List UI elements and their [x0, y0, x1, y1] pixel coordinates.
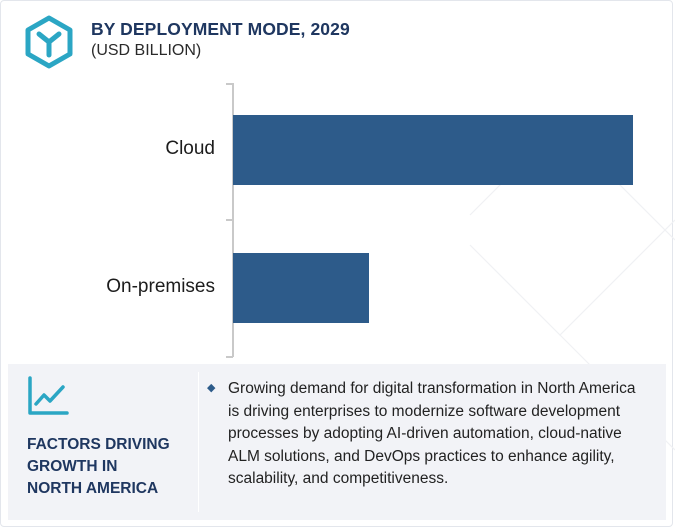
- factors-heading-line-2: GROWTH IN: [27, 458, 118, 475]
- chart-subtitle: (USD BILLION): [91, 42, 202, 59]
- y-axis-tick-top: [226, 83, 233, 85]
- bar-on-premises: [233, 253, 369, 323]
- factors-heading: FACTORS DRIVING GROWTH IN NORTH AMERICA: [27, 434, 187, 500]
- diamond-bullet-icon: ◆: [207, 382, 216, 394]
- bar-cloud: [233, 115, 633, 185]
- y-axis-tick-middle: [226, 219, 233, 221]
- factor-description: Growing demand for digital transformatio…: [228, 380, 636, 487]
- category-label: Cloud: [165, 138, 215, 159]
- factors-heading-line-3: NORTH AMERICA: [27, 480, 159, 497]
- category-label: On-premises: [106, 276, 215, 297]
- hexagon-y-logo-icon: [25, 15, 73, 69]
- factors-divider: [198, 372, 199, 512]
- chart-title: BY DEPLOYMENT MODE, 2029: [91, 19, 350, 39]
- y-axis-tick-bottom: [226, 356, 233, 358]
- trend-chart-icon: [28, 376, 69, 415]
- factors-heading-line-1: FACTORS DRIVING: [27, 436, 170, 453]
- factors-panel: [8, 364, 666, 520]
